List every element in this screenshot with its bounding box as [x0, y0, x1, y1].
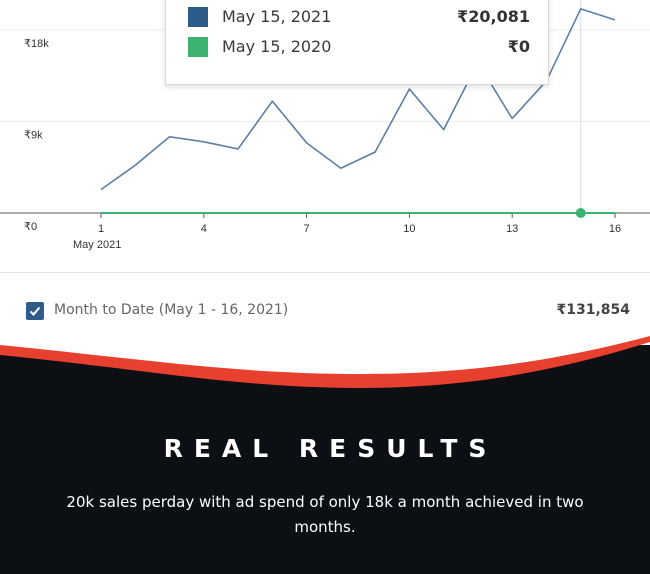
- sales-line-chart: ₹0 ₹9k ₹18k 1 4 7 10 13 16 May 2021: [0, 0, 650, 251]
- x-tick-label: 7: [304, 223, 310, 235]
- series-line-2021: [100, 8, 616, 191]
- tooltip-date: May 15, 2020: [222, 37, 332, 56]
- series-2020-swatch: [188, 37, 208, 57]
- x-tick-label: 13: [506, 223, 518, 235]
- month-to-date-checkbox[interactable]: [26, 302, 44, 320]
- month-to-date-total: ₹131,854: [556, 302, 630, 318]
- series-2021-swatch: [188, 7, 208, 27]
- tooltip-value: ₹0: [507, 37, 530, 56]
- divider: [0, 272, 650, 273]
- promo-description: 20k sales perday with ad spend of only 1…: [66, 493, 584, 536]
- x-tick-label: 1: [98, 223, 104, 235]
- tooltip-value: ₹20,081: [457, 7, 530, 26]
- decorative-wave: [0, 330, 650, 388]
- highlight-point: [575, 208, 586, 218]
- month-to-date-label: Month to Date (May 1 - 16, 2021): [54, 302, 289, 318]
- tooltip-date: May 15, 2021: [222, 7, 332, 26]
- checkmark-icon: [29, 306, 41, 316]
- y-tick-label: ₹9k: [24, 130, 43, 142]
- sales-chart-panel: ₹0 ₹9k ₹18k 1 4 7 10 13 16 May 2021 May 15, 2021 …: [0, 0, 650, 345]
- month-to-date-row: Month to Date (May 1 - 16, 2021) ₹131,85…: [26, 300, 630, 322]
- x-tick-label: 16: [609, 223, 621, 235]
- tooltip-row: May 15, 2020 ₹0: [188, 35, 530, 59]
- y-tick-label: ₹18k: [24, 38, 49, 50]
- promo-heading: REAL RESULTS: [163, 434, 498, 463]
- x-tick-label: 10: [403, 223, 415, 235]
- chart-tooltip: May 15, 2021 ₹20,081 May 15, 2020 ₹0: [165, 0, 549, 85]
- y-tick-label: ₹0: [24, 221, 37, 233]
- x-axis-sublabel: May 2021: [73, 239, 121, 251]
- x-tick-label: 4: [201, 223, 207, 235]
- tooltip-row: May 15, 2021 ₹20,081: [188, 5, 530, 29]
